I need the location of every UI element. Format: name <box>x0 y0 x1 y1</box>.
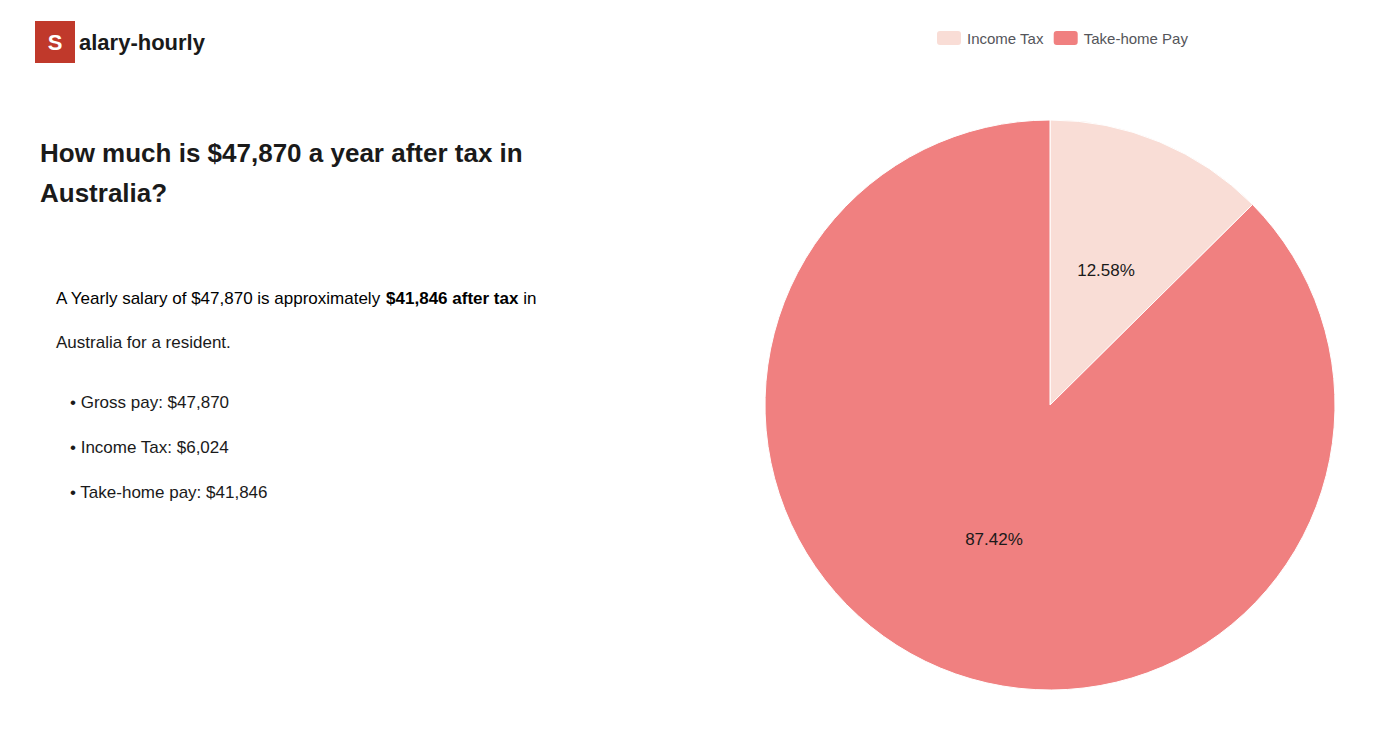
svg-text:• Take-home pay: $41,846: • Take-home pay: $41,846 <box>70 483 268 502</box>
svg-text:S: S <box>48 30 63 55</box>
svg-text:in: in <box>518 289 536 308</box>
svg-text:Income Tax: Income Tax <box>967 30 1044 47</box>
svg-text:12.58%: 12.58% <box>1077 261 1135 280</box>
svg-text:Australia for a resident.: Australia for a resident. <box>56 333 231 352</box>
svg-text:$41,846 after tax: $41,846 after tax <box>386 289 519 308</box>
svg-text:A Yearly salary of $47,870 is: A Yearly salary of $47,870 is approximat… <box>56 289 385 308</box>
svg-text:• Income Tax: $6,024: • Income Tax: $6,024 <box>70 438 229 457</box>
svg-text:Take-home Pay: Take-home Pay <box>1084 30 1189 47</box>
svg-text:• Gross pay: $47,870: • Gross pay: $47,870 <box>70 393 229 412</box>
svg-text:87.42%: 87.42% <box>965 530 1023 549</box>
svg-text:How much is $47,870 a year aft: How much is $47,870 a year after tax in <box>40 138 523 168</box>
svg-text:alary-hourly: alary-hourly <box>79 30 206 55</box>
svg-text:Australia?: Australia? <box>40 178 167 208</box>
